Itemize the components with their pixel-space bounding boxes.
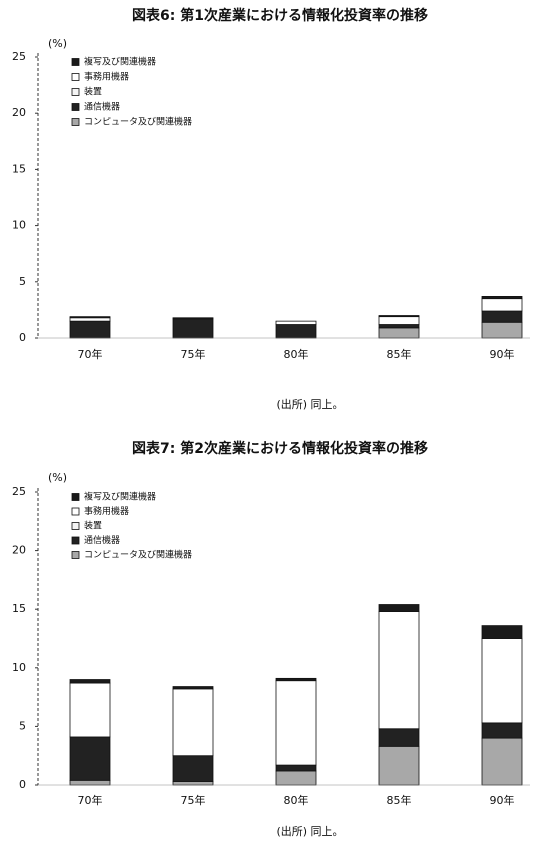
- bar-segment: [172, 755, 214, 782]
- bar-segment: [172, 686, 214, 690]
- bar-segment: [275, 324, 317, 339]
- legend-label: 事務用機器: [84, 71, 129, 83]
- x-tick-label: 90年: [490, 347, 515, 361]
- bar-segment: [69, 682, 111, 738]
- legend-swatch: [71, 536, 80, 545]
- bar-segment: [69, 736, 111, 781]
- x-tick-label: 75年: [181, 347, 206, 361]
- legend-label: 装置: [84, 86, 102, 98]
- legend-label: コンピュータ及び関連機器: [84, 116, 192, 128]
- legend-label: 複写及び関連機器: [84, 56, 156, 68]
- legend-swatch: [71, 522, 80, 530]
- bar-segment: [378, 327, 420, 339]
- legend-swatch: [71, 118, 80, 126]
- bar-segment: [69, 320, 111, 339]
- y-tick-label: 10: [12, 219, 26, 232]
- bar-segment: [275, 764, 317, 772]
- legend-swatch: [71, 73, 80, 81]
- source-note: (出所) 同上。: [276, 824, 343, 838]
- bar-segment: [172, 318, 214, 339]
- y-axis-unit: (%): [48, 471, 67, 484]
- x-tick-label: 85年: [387, 793, 412, 807]
- x-tick-label: 70年: [78, 347, 103, 361]
- y-tick-label: 20: [12, 544, 26, 557]
- legend-label: 事務用機器: [84, 505, 129, 517]
- bar-segment: [481, 625, 523, 639]
- legend-label: コンピュータ及び関連機器: [84, 549, 192, 561]
- legend-swatch: [71, 551, 80, 559]
- y-tick-label: 15: [12, 162, 26, 175]
- bar-segment: [69, 316, 111, 319]
- legend-swatch: [71, 103, 80, 111]
- bar-segment: [378, 745, 420, 786]
- legend-swatch: [71, 88, 80, 96]
- bar-segment: [378, 611, 420, 730]
- bar-segment: [275, 320, 317, 325]
- bar-segment: [172, 781, 214, 786]
- bar-segment: [378, 728, 420, 747]
- x-tick-label: 75年: [181, 793, 206, 807]
- chart-title: 図表6: 第1次産業における情報化投資率の推移: [132, 7, 428, 24]
- x-tick-label: 90年: [490, 793, 515, 807]
- bar-segment: [69, 779, 111, 786]
- legend-label: 通信機器: [84, 534, 120, 546]
- bar-segment: [378, 316, 420, 325]
- bar-segment: [481, 737, 523, 786]
- bar-segment: [481, 722, 523, 739]
- bar-segment: [378, 324, 420, 329]
- legend-swatch: [71, 507, 80, 516]
- x-tick-label: 80年: [284, 793, 309, 807]
- y-tick-label: 20: [12, 106, 26, 119]
- bar-segment: [481, 638, 523, 724]
- y-tick-label: 5: [19, 719, 26, 732]
- y-tick-label: 15: [12, 602, 26, 615]
- bar-segment: [481, 321, 523, 339]
- bar-segment: [275, 677, 317, 682]
- bar-segment: [275, 770, 317, 786]
- bar-segment: [69, 317, 111, 322]
- legend-label: 装置: [84, 520, 102, 532]
- bar-segment: [378, 604, 420, 612]
- x-tick-label: 70年: [78, 793, 103, 807]
- y-tick-label: 25: [12, 50, 26, 63]
- legend-swatch: [71, 58, 80, 66]
- y-tick-label: 0: [19, 778, 26, 791]
- chart-title: 図表7: 第2次産業における情報化投資率の推移: [132, 440, 428, 457]
- x-tick-label: 80年: [284, 347, 309, 361]
- y-tick-label: 10: [12, 661, 26, 674]
- legend-swatch: [71, 493, 80, 501]
- bar-segment: [69, 679, 111, 684]
- y-tick-label: 5: [19, 275, 26, 288]
- bar-segment: [378, 315, 420, 318]
- bar-segment: [275, 680, 317, 766]
- y-tick-label: 25: [12, 485, 26, 498]
- bar-segment: [172, 688, 214, 757]
- bar-segment: [481, 298, 523, 312]
- legend-label: 通信機器: [84, 101, 120, 113]
- bar-segment: [481, 296, 523, 300]
- legend-label: 複写及び関連機器: [84, 491, 156, 503]
- y-axis-unit: (%): [48, 37, 67, 50]
- y-tick-label: 0: [19, 331, 26, 344]
- bar-segment: [172, 317, 214, 320]
- source-note: (出所) 同上。: [276, 397, 343, 411]
- x-tick-label: 85年: [387, 347, 412, 361]
- bar-segment: [481, 310, 523, 323]
